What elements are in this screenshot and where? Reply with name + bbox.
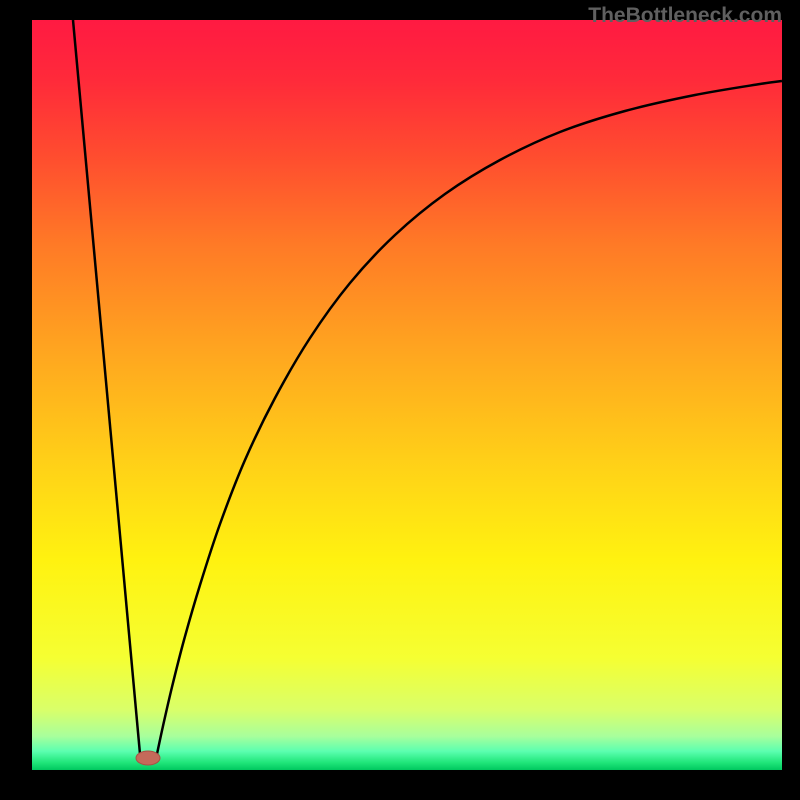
watermark-text: TheBottleneck.com	[588, 4, 782, 28]
chart-container: TheBottleneck.com	[0, 0, 800, 800]
plot-gradient-area	[32, 20, 782, 770]
